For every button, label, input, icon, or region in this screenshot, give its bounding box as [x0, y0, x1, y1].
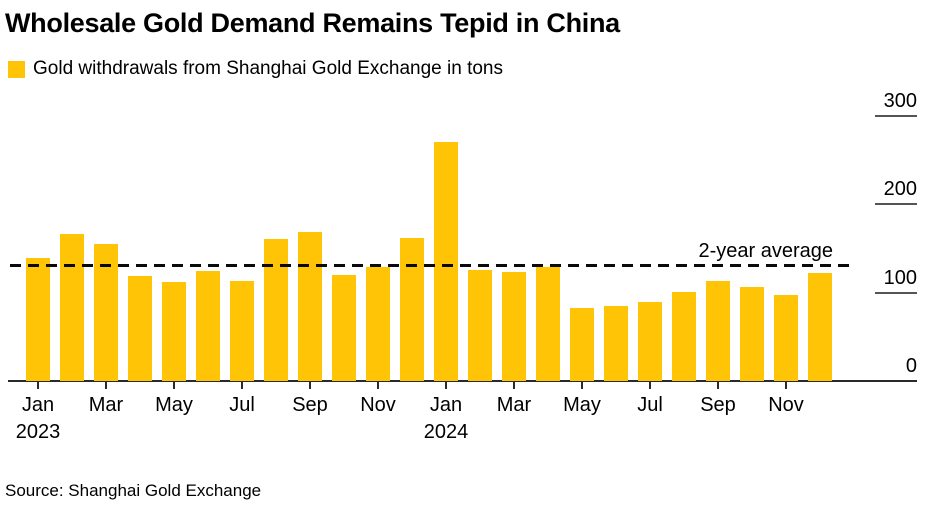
bar-apr-2023: [128, 275, 152, 381]
bar-aug-2023: [264, 239, 288, 381]
y-axis-tick-label: 200: [883, 178, 917, 200]
bar-dec-2023: [400, 237, 424, 381]
x-axis-month-label: May: [155, 394, 193, 416]
chart-title: Wholesale Gold Demand Remains Tepid in C…: [5, 8, 620, 38]
y-axis-tick-line: [875, 291, 917, 294]
x-axis-month-label: Sep: [292, 394, 328, 416]
x-axis-line: [8, 380, 917, 382]
bar-mar-2024: [502, 272, 526, 381]
bar-jun-2024: [604, 305, 628, 381]
y-axis-tick-label: 300: [883, 89, 917, 112]
bar-sep-2023: [298, 232, 322, 381]
bar-dec-2024: [808, 273, 832, 381]
average-line: [10, 264, 855, 268]
x-axis-tick: [105, 382, 107, 389]
bar-oct-2023: [332, 274, 356, 381]
x-axis-tick: [377, 382, 379, 389]
legend-swatch-icon: [8, 60, 25, 78]
x-axis-month-label: Jan: [21, 394, 55, 416]
bar-nov-2024: [774, 295, 798, 381]
y-axis-tick-label: 0: [905, 355, 917, 377]
x-axis-year-label: 2024: [423, 421, 469, 443]
x-axis-month-label: Jul: [637, 394, 663, 416]
y-axis-tick-label: 100: [883, 266, 917, 289]
x-axis-month-label: Nov: [360, 394, 396, 416]
x-axis-tick: [717, 382, 719, 389]
legend: Gold withdrawals from Shanghai Gold Exch…: [8, 58, 503, 80]
x-axis-month-label: May: [563, 394, 601, 416]
y-axis-tick-line: [875, 203, 917, 205]
x-axis-tick: [581, 382, 583, 389]
y-axis-tick-line: [875, 114, 917, 117]
x-axis-tick: [513, 382, 515, 389]
bar-may-2023: [162, 281, 186, 381]
bar-sep-2024: [706, 280, 730, 381]
bar-jul-2024: [638, 302, 662, 381]
bar-jun-2023: [196, 271, 220, 381]
x-axis-tick: [37, 382, 39, 389]
bar-oct-2024: [740, 287, 764, 381]
x-axis-month-label: Jul: [229, 394, 255, 416]
bar-jan-2024: [434, 142, 458, 381]
x-axis-month-label: Mar: [496, 394, 532, 416]
x-axis-tick: [241, 382, 243, 389]
x-axis-month-label: Sep: [700, 394, 736, 416]
x-axis-tick: [649, 382, 651, 389]
average-line-label: 2-year average: [698, 240, 833, 263]
bar-aug-2024: [672, 291, 696, 381]
bar-feb-2024: [468, 270, 492, 381]
x-axis-month-label: Mar: [88, 394, 124, 416]
x-axis-year-label: 2023: [15, 421, 61, 443]
bar-feb-2023: [60, 234, 84, 381]
x-axis-tick: [785, 382, 787, 389]
x-axis-tick: [445, 382, 447, 389]
x-axis-month-label: Nov: [768, 394, 804, 416]
legend-label: Gold withdrawals from Shanghai Gold Exch…: [33, 58, 503, 79]
x-axis-tick: [309, 382, 311, 389]
x-axis-tick: [173, 382, 175, 389]
x-axis-month-label: Jan: [429, 394, 463, 416]
bar-may-2024: [570, 308, 594, 381]
bar-nov-2023: [366, 266, 390, 381]
bar-jan-2023: [26, 257, 50, 381]
bar-jul-2023: [230, 280, 254, 381]
source-note: Source: Shanghai Gold Exchange: [5, 481, 262, 500]
bar-apr-2024: [536, 266, 560, 381]
